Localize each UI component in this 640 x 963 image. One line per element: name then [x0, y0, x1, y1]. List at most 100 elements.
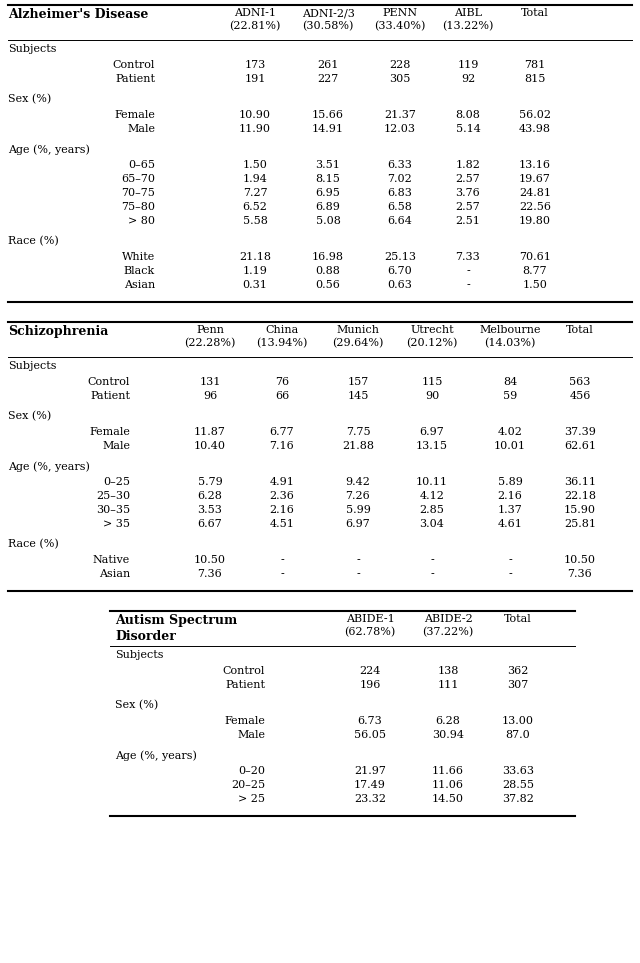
- Text: Asian: Asian: [124, 280, 155, 290]
- Text: ABIDE-2
(37.22%): ABIDE-2 (37.22%): [422, 614, 474, 637]
- Text: Male: Male: [237, 730, 265, 740]
- Text: PENN
(33.40%): PENN (33.40%): [374, 8, 426, 31]
- Text: 43.98: 43.98: [519, 124, 551, 134]
- Text: 92: 92: [461, 74, 475, 84]
- Text: 7.16: 7.16: [269, 441, 294, 451]
- Text: 115: 115: [421, 377, 443, 387]
- Text: Alzheimer's Disease: Alzheimer's Disease: [8, 8, 148, 21]
- Text: 96: 96: [203, 391, 217, 401]
- Text: 20–25: 20–25: [231, 780, 265, 790]
- Text: 2.16: 2.16: [497, 491, 522, 501]
- Text: 66: 66: [275, 391, 289, 401]
- Text: > 80: > 80: [128, 216, 155, 226]
- Text: 13.16: 13.16: [519, 160, 551, 170]
- Text: 6.77: 6.77: [269, 427, 294, 437]
- Text: 4.61: 4.61: [497, 519, 522, 529]
- Text: 261: 261: [317, 60, 339, 70]
- Text: 0–65: 0–65: [128, 160, 155, 170]
- Text: 4.51: 4.51: [269, 519, 294, 529]
- Text: 3.04: 3.04: [420, 519, 444, 529]
- Text: 11.90: 11.90: [239, 124, 271, 134]
- Text: 1.19: 1.19: [243, 266, 268, 276]
- Text: -: -: [508, 555, 512, 565]
- Text: > 25: > 25: [238, 794, 265, 804]
- Text: -: -: [430, 555, 434, 565]
- Text: 15.66: 15.66: [312, 110, 344, 120]
- Text: 11.06: 11.06: [432, 780, 464, 790]
- Text: 1.94: 1.94: [243, 174, 268, 184]
- Text: 8.08: 8.08: [456, 110, 481, 120]
- Text: Female: Female: [89, 427, 130, 437]
- Text: 6.52: 6.52: [243, 202, 268, 212]
- Text: 10.50: 10.50: [194, 555, 226, 565]
- Text: AIBL
(13.22%): AIBL (13.22%): [442, 8, 493, 31]
- Text: Total: Total: [566, 325, 594, 335]
- Text: 25.13: 25.13: [384, 252, 416, 262]
- Text: 228: 228: [389, 60, 411, 70]
- Text: 4.12: 4.12: [420, 491, 444, 501]
- Text: 5.89: 5.89: [497, 477, 522, 487]
- Text: 21.37: 21.37: [384, 110, 416, 120]
- Text: 6.70: 6.70: [388, 266, 412, 276]
- Text: 30.94: 30.94: [432, 730, 464, 740]
- Text: 13.15: 13.15: [416, 441, 448, 451]
- Text: 5.79: 5.79: [198, 477, 222, 487]
- Text: 25–30: 25–30: [96, 491, 130, 501]
- Text: 10.90: 10.90: [239, 110, 271, 120]
- Text: 17.49: 17.49: [354, 780, 386, 790]
- Text: Control: Control: [88, 377, 130, 387]
- Text: 224: 224: [359, 666, 381, 676]
- Text: 22.56: 22.56: [519, 202, 551, 212]
- Text: Total: Total: [504, 614, 532, 624]
- Text: 15.90: 15.90: [564, 505, 596, 515]
- Text: 5.08: 5.08: [316, 216, 340, 226]
- Text: Autism Spectrum
Disorder: Autism Spectrum Disorder: [115, 614, 237, 643]
- Text: Race (%): Race (%): [8, 236, 59, 247]
- Text: Patient: Patient: [90, 391, 130, 401]
- Text: 59: 59: [503, 391, 517, 401]
- Text: Munich
(29.64%): Munich (29.64%): [332, 325, 384, 348]
- Text: -: -: [356, 555, 360, 565]
- Text: 76: 76: [275, 377, 289, 387]
- Text: 24.81: 24.81: [519, 188, 551, 198]
- Text: -: -: [280, 555, 284, 565]
- Text: 6.73: 6.73: [358, 716, 382, 726]
- Text: 19.67: 19.67: [519, 174, 551, 184]
- Text: 2.51: 2.51: [456, 216, 481, 226]
- Text: 0.88: 0.88: [316, 266, 340, 276]
- Text: 8.15: 8.15: [316, 174, 340, 184]
- Text: 22.18: 22.18: [564, 491, 596, 501]
- Text: Age (%, years): Age (%, years): [115, 750, 197, 761]
- Text: 70.61: 70.61: [519, 252, 551, 262]
- Text: 56.05: 56.05: [354, 730, 386, 740]
- Text: 2.85: 2.85: [420, 505, 444, 515]
- Text: 10.50: 10.50: [564, 555, 596, 565]
- Text: 6.64: 6.64: [388, 216, 412, 226]
- Text: 25.81: 25.81: [564, 519, 596, 529]
- Text: -: -: [356, 569, 360, 579]
- Text: 12.03: 12.03: [384, 124, 416, 134]
- Text: 19.80: 19.80: [519, 216, 551, 226]
- Text: 7.75: 7.75: [346, 427, 371, 437]
- Text: 131: 131: [199, 377, 221, 387]
- Text: 4.02: 4.02: [497, 427, 522, 437]
- Text: 815: 815: [524, 74, 546, 84]
- Text: 1.50: 1.50: [523, 280, 547, 290]
- Text: 138: 138: [437, 666, 459, 676]
- Text: -: -: [430, 569, 434, 579]
- Text: Age (%, years): Age (%, years): [8, 461, 90, 472]
- Text: 65–70: 65–70: [121, 174, 155, 184]
- Text: Female: Female: [224, 716, 265, 726]
- Text: 3.51: 3.51: [316, 160, 340, 170]
- Text: 1.37: 1.37: [498, 505, 522, 515]
- Text: 90: 90: [425, 391, 439, 401]
- Text: Utrecht
(20.12%): Utrecht (20.12%): [406, 325, 458, 348]
- Text: 119: 119: [458, 60, 479, 70]
- Text: 6.28: 6.28: [198, 491, 223, 501]
- Text: Total: Total: [521, 8, 549, 18]
- Text: 157: 157: [348, 377, 369, 387]
- Text: 6.89: 6.89: [316, 202, 340, 212]
- Text: 6.67: 6.67: [198, 519, 222, 529]
- Text: 37.82: 37.82: [502, 794, 534, 804]
- Text: 6.97: 6.97: [420, 427, 444, 437]
